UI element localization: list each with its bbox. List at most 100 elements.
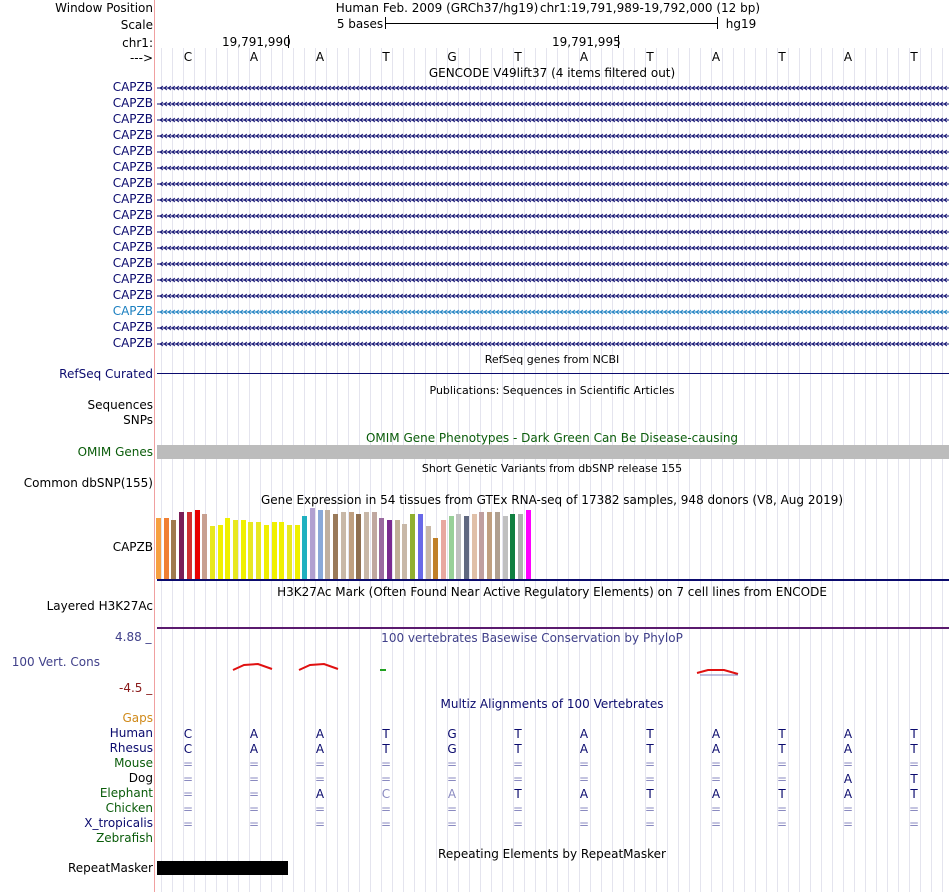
- gtex-tissue-bar[interactable]: [387, 520, 392, 579]
- gtex-tissue-bar[interactable]: [248, 522, 254, 579]
- gtex-tissue-bar[interactable]: [440, 520, 446, 579]
- gtex-tissue-bar[interactable]: [402, 524, 408, 579]
- gtex-tissue-bar[interactable]: [464, 516, 469, 579]
- gtex-tissue-bar[interactable]: [179, 512, 185, 579]
- gtex-tissue-bar[interactable]: [263, 525, 269, 579]
- gtex-track-title[interactable]: Gene Expression in 54 tissues from GTEx …: [260, 493, 844, 507]
- gtex-tissue-bar[interactable]: [317, 510, 323, 579]
- h3k27ac-track-title[interactable]: H3K27Ac Mark (Often Found Near Active Re…: [277, 585, 827, 599]
- gtex-tissue-bar[interactable]: [217, 525, 223, 579]
- gtex-tissue-bar[interactable]: [286, 525, 292, 579]
- gencode-transcript[interactable]: [0, 307, 950, 317]
- gtex-tissue-bar[interactable]: [417, 514, 423, 579]
- gencode-transcript[interactable]: [0, 115, 950, 125]
- gtex-tissue-bar[interactable]: [471, 514, 477, 579]
- gencode-transcript[interactable]: [0, 275, 950, 285]
- multiz-species-label[interactable]: Dog: [128, 771, 153, 785]
- gtex-tissue-bar[interactable]: [348, 512, 354, 579]
- gencode-transcript[interactable]: [0, 243, 950, 253]
- gtex-tissue-bar[interactable]: [240, 520, 246, 579]
- repeatmasker-label[interactable]: RepeatMasker: [67, 861, 153, 875]
- gtex-tissue-bar[interactable]: [487, 512, 493, 579]
- gencode-gene-label[interactable]: CAPZB: [112, 336, 153, 350]
- h3k27ac-label[interactable]: Layered H3K27Ac: [46, 599, 153, 613]
- publications-label-snps[interactable]: SNPs: [123, 413, 153, 427]
- refseq-gene-line[interactable]: [157, 373, 949, 374]
- gencode-gene-label[interactable]: CAPZB: [112, 320, 153, 334]
- gencode-transcript[interactable]: [0, 211, 950, 221]
- gencode-gene-label[interactable]: CAPZB: [112, 240, 153, 254]
- refseq-label[interactable]: RefSeq Curated: [59, 367, 153, 381]
- repeatmasker-track-title[interactable]: Repeating Elements by RepeatMasker: [438, 847, 666, 861]
- gencode-gene-label[interactable]: CAPZB: [112, 160, 153, 174]
- phylop-track-title[interactable]: 100 vertebrates Basewise Conservation by…: [381, 631, 683, 645]
- gencode-gene-label[interactable]: CAPZB: [112, 272, 153, 286]
- gtex-tissue-bar[interactable]: [302, 516, 308, 579]
- multiz-track-title[interactable]: Multiz Alignments of 100 Vertebrates: [440, 697, 664, 711]
- phylop-graph[interactable]: [0, 655, 950, 680]
- gtex-tissue-bar[interactable]: [517, 514, 523, 579]
- gtex-tissue-bar[interactable]: [456, 514, 462, 579]
- gencode-gene-label[interactable]: CAPZB: [112, 208, 153, 222]
- gtex-tissue-bar[interactable]: [394, 520, 400, 579]
- gtex-tissue-bar[interactable]: [225, 518, 231, 579]
- multiz-species-label[interactable]: Zebrafish: [96, 831, 153, 845]
- gtex-tissue-bar[interactable]: [433, 538, 439, 579]
- gtex-tissue-bar[interactable]: [310, 508, 315, 579]
- gencode-gene-label[interactable]: CAPZB: [112, 80, 153, 94]
- gtex-tissue-bar[interactable]: [256, 522, 262, 579]
- gtex-tissue-bar[interactable]: [325, 510, 331, 579]
- gencode-gene-label[interactable]: CAPZB: [112, 96, 153, 110]
- multiz-species-label[interactable]: Chicken: [105, 801, 153, 815]
- multiz-species-label[interactable]: Human: [109, 726, 153, 740]
- gtex-tissue-bar[interactable]: [156, 518, 161, 579]
- gencode-transcript[interactable]: [0, 99, 950, 109]
- gtex-tissue-bar[interactable]: [425, 526, 431, 579]
- gencode-transcript[interactable]: [0, 163, 950, 173]
- gtex-tissue-bar[interactable]: [356, 514, 362, 579]
- gencode-gene-label[interactable]: CAPZB: [112, 256, 153, 270]
- gtex-tissue-bar[interactable]: [271, 522, 277, 579]
- gencode-gene-label[interactable]: CAPZB: [112, 128, 153, 142]
- gencode-transcript[interactable]: [0, 291, 950, 301]
- gencode-transcript[interactable]: [0, 323, 950, 333]
- gtex-tissue-bar[interactable]: [202, 514, 208, 579]
- dbsnp-track-title[interactable]: Short Genetic Variants from dbSNP releas…: [421, 462, 683, 475]
- gtex-tissue-bar[interactable]: [448, 516, 454, 579]
- gtex-label[interactable]: CAPZB: [112, 540, 153, 554]
- gtex-tissue-bar[interactable]: [194, 510, 200, 579]
- gtex-tissue-bar[interactable]: [363, 512, 369, 579]
- multiz-gaps-label[interactable]: Gaps: [122, 711, 153, 725]
- gtex-tissue-bar[interactable]: [333, 514, 339, 579]
- gencode-gene-label[interactable]: CAPZB: [112, 304, 153, 318]
- gencode-transcript[interactable]: [0, 227, 950, 237]
- gtex-tissue-bar[interactable]: [171, 520, 177, 579]
- gtex-tissue-bar[interactable]: [410, 514, 416, 579]
- gencode-gene-label[interactable]: CAPZB: [112, 112, 153, 126]
- omim-gene-bar[interactable]: [157, 445, 949, 459]
- dbsnp-label[interactable]: Common dbSNP(155): [23, 476, 153, 490]
- gtex-tissue-bar[interactable]: [371, 512, 377, 579]
- gtex-tissue-bar[interactable]: [209, 526, 215, 579]
- gencode-transcript[interactable]: [0, 259, 950, 269]
- gencode-transcript[interactable]: [0, 339, 950, 349]
- gtex-tissue-bar[interactable]: [494, 512, 500, 579]
- publications-track-title[interactable]: Publications: Sequences in Scientific Ar…: [429, 384, 675, 397]
- gencode-gene-label[interactable]: CAPZB: [112, 224, 153, 238]
- gtex-tissue-bar[interactable]: [525, 510, 531, 579]
- gtex-tissue-bar[interactable]: [163, 518, 169, 579]
- multiz-species-label[interactable]: Mouse: [114, 756, 153, 770]
- gencode-transcript[interactable]: [0, 131, 950, 141]
- multiz-species-label[interactable]: X_tropicalis: [84, 816, 153, 830]
- gencode-transcript[interactable]: [0, 179, 950, 189]
- gtex-tissue-bar[interactable]: [510, 514, 516, 579]
- gencode-transcript[interactable]: [0, 83, 950, 93]
- multiz-species-label[interactable]: Rhesus: [109, 741, 153, 755]
- omim-label[interactable]: OMIM Genes: [77, 445, 153, 459]
- multiz-species-label[interactable]: Elephant: [99, 786, 153, 800]
- gtex-tissue-bar[interactable]: [379, 518, 385, 579]
- gencode-gene-label[interactable]: CAPZB: [112, 144, 153, 158]
- gtex-tissue-bar[interactable]: [233, 520, 238, 579]
- gtex-tissue-bar[interactable]: [340, 512, 346, 579]
- gencode-gene-label[interactable]: CAPZB: [112, 192, 153, 206]
